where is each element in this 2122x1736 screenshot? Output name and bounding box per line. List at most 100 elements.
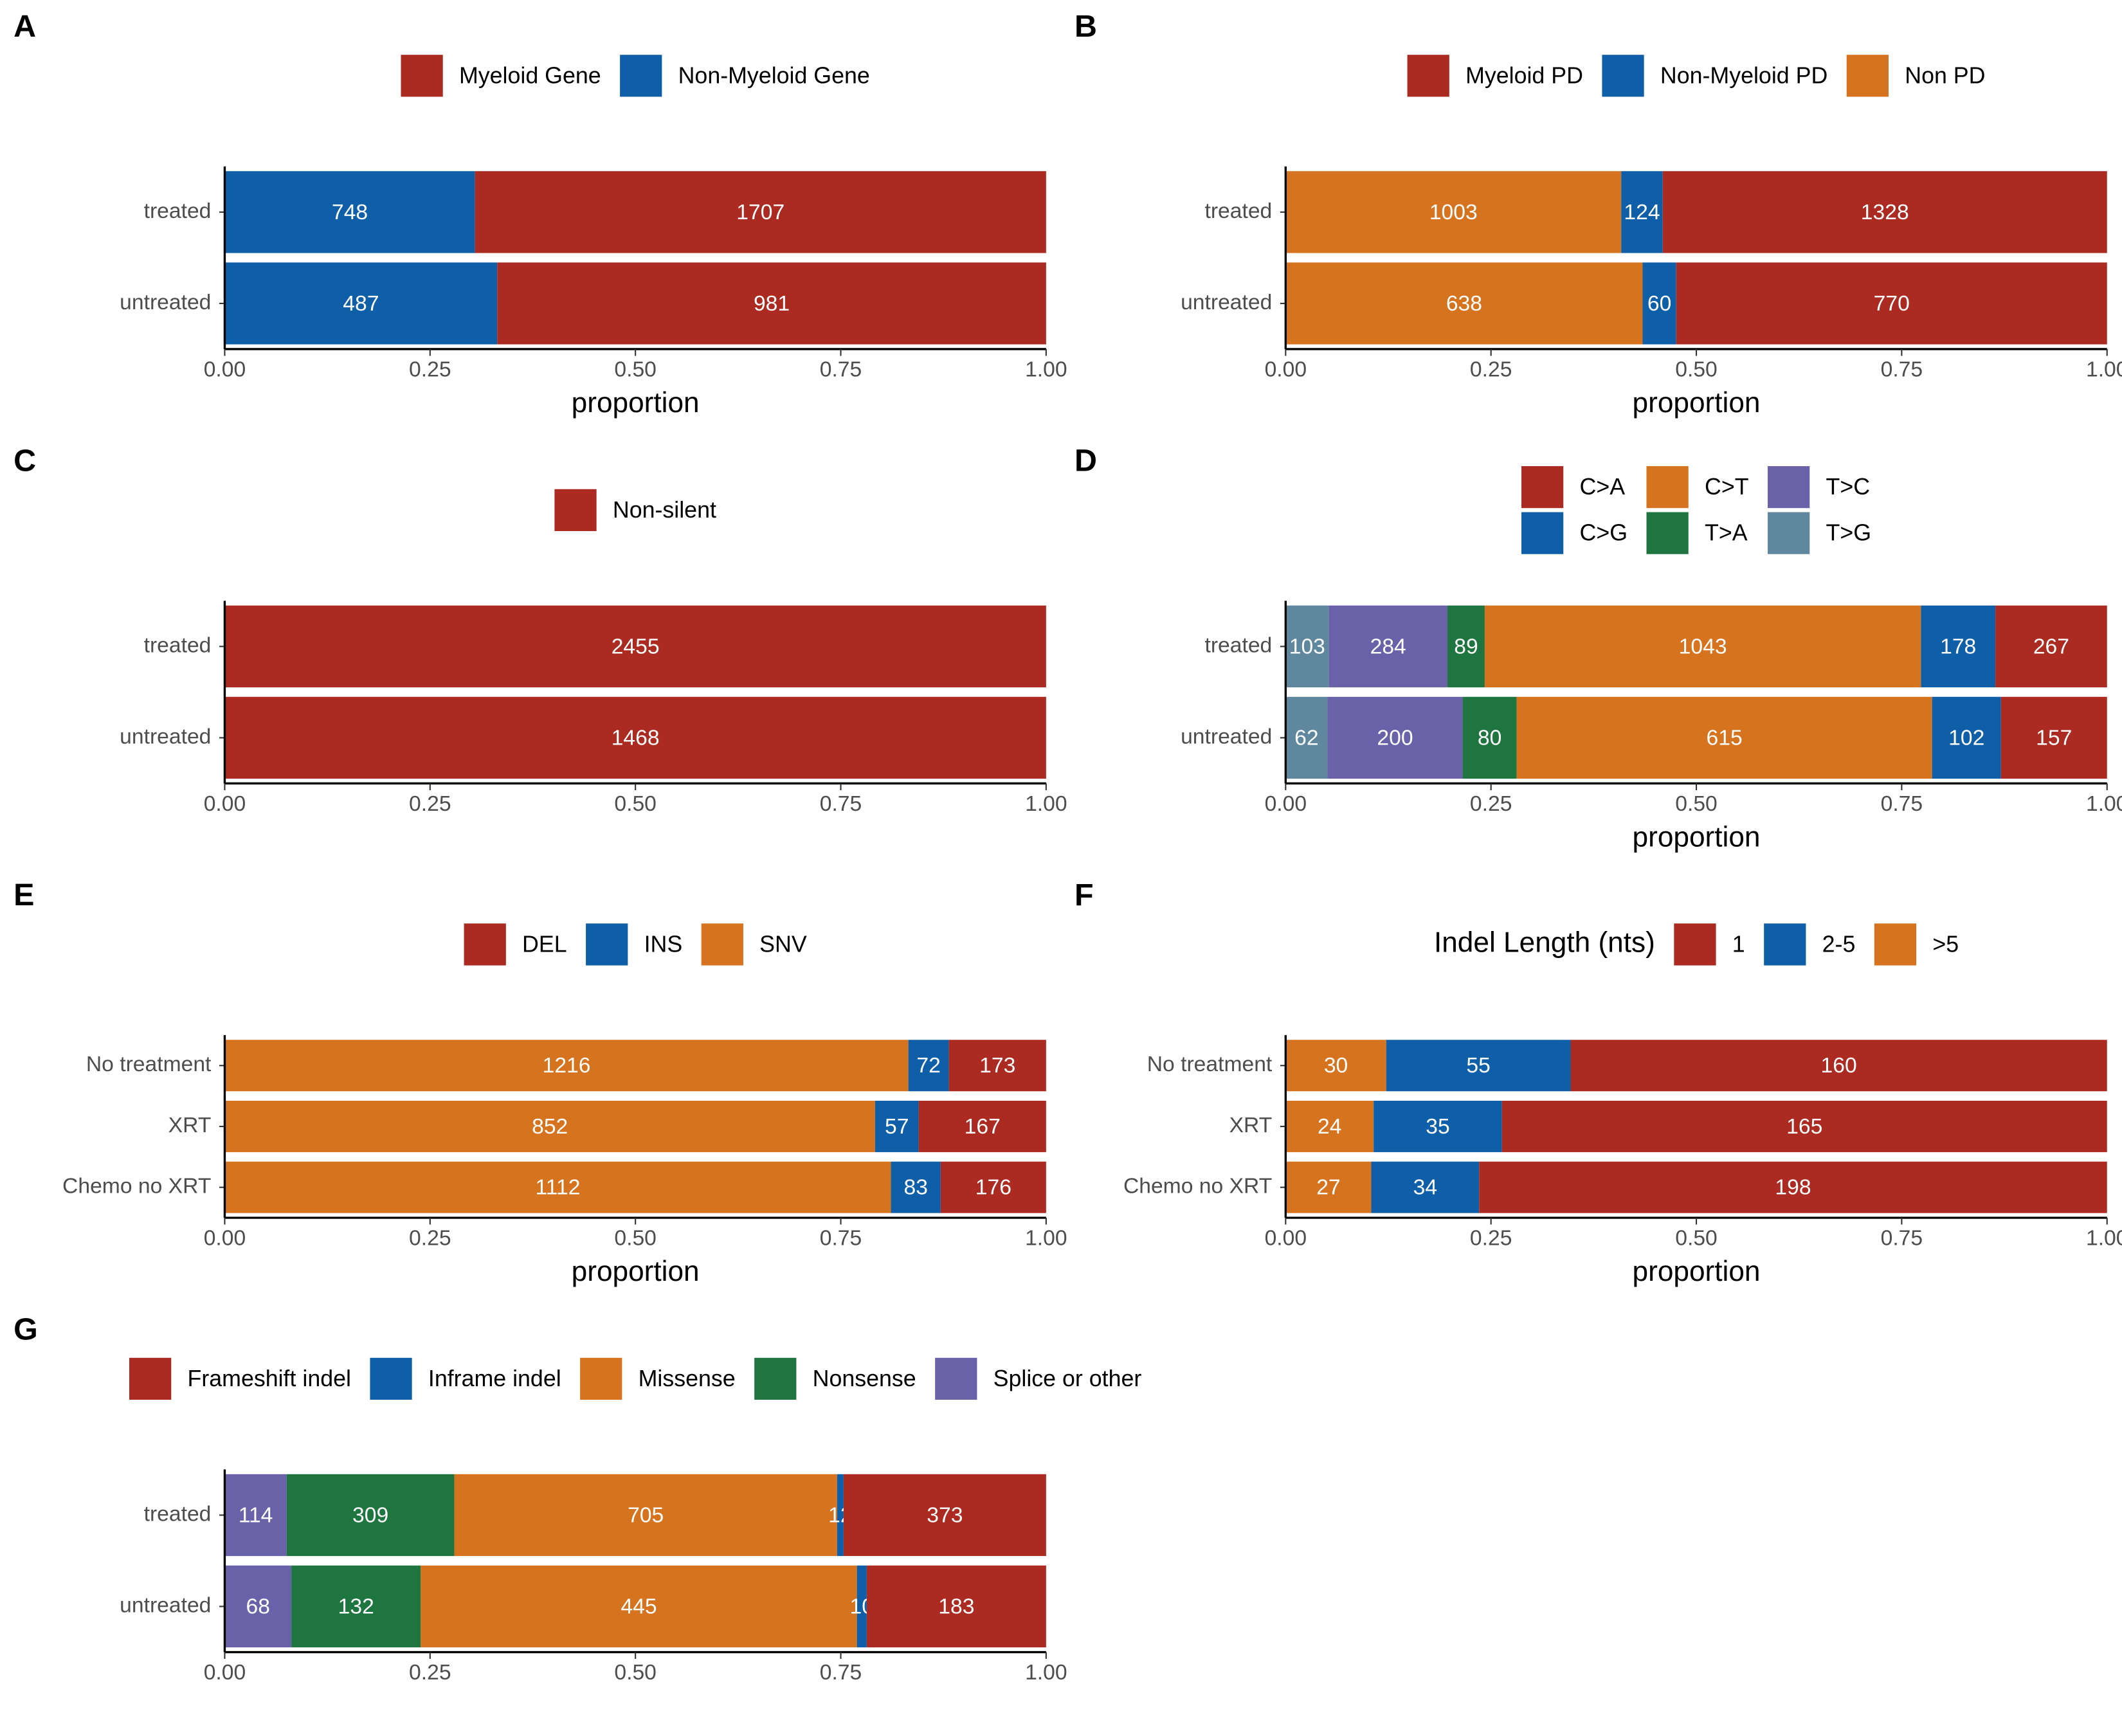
data-label: 160 <box>1821 1054 1857 1078</box>
x-axis-title: proportion <box>572 1256 700 1287</box>
legend-key <box>1646 512 1689 554</box>
bar-segment <box>1921 605 1996 688</box>
y-tick-label: untreated <box>1181 291 1272 314</box>
legend-label: T>G <box>1826 520 1872 546</box>
data-label: 615 <box>1707 726 1743 750</box>
legend-key <box>464 923 506 966</box>
legend-label: Non-silent <box>613 497 716 523</box>
data-label: 114 <box>239 1503 273 1527</box>
x-tick-label: 0.75 <box>1881 358 1923 382</box>
bar-segment <box>1570 1040 2107 1092</box>
data-label: 487 <box>343 292 379 316</box>
bar-segment <box>224 1474 287 1557</box>
legend-label: Frameshift indel <box>188 1366 351 1391</box>
data-label: 1112 <box>536 1176 581 1200</box>
x-tick-label: 1.00 <box>2086 358 2122 382</box>
x-tick-label: 0.75 <box>820 1227 862 1251</box>
x-tick-label: 1.00 <box>2086 792 2122 816</box>
legend-key <box>1521 512 1564 554</box>
bar-segment <box>291 1565 421 1648</box>
legend-key <box>554 489 597 531</box>
data-label: 1707 <box>736 201 784 224</box>
x-tick-label: 1.00 <box>1025 1661 1067 1685</box>
y-tick-label: treated <box>144 633 212 657</box>
panel-label: F <box>1075 878 1094 912</box>
bar-segment <box>224 696 1046 779</box>
bar-segment <box>1285 171 1622 253</box>
bar-segment <box>1462 696 1517 779</box>
x-tick-label: 0.00 <box>204 1661 246 1685</box>
data-label: 445 <box>621 1595 657 1618</box>
bar-segment <box>948 1040 1046 1092</box>
x-axis-title: proportion <box>1633 387 1761 419</box>
legend-label: C>T <box>1705 474 1749 500</box>
y-tick-label: untreated <box>120 1593 211 1617</box>
legend-label: Nonsense <box>813 1366 916 1391</box>
bar-segment <box>940 1161 1046 1213</box>
legend-label: 2-5 <box>1822 931 1856 957</box>
bar-segment <box>1621 171 1663 253</box>
y-tick-label: No treatment <box>86 1053 212 1076</box>
y-tick-label: untreated <box>120 725 211 748</box>
data-label: 267 <box>2033 635 2069 658</box>
y-tick-label: Chemo no XRT <box>62 1175 211 1198</box>
x-tick-label: 1.00 <box>1025 792 1067 816</box>
x-tick-label: 0.00 <box>204 792 246 816</box>
x-tick-label: 0.50 <box>614 1227 657 1251</box>
y-tick-label: No treatment <box>1147 1053 1273 1076</box>
legend-title: Indel Length (nts) <box>1434 927 1655 959</box>
bar-segment <box>224 171 475 253</box>
data-label: 309 <box>352 1503 388 1527</box>
y-tick-label: XRT <box>1229 1114 1273 1137</box>
x-tick-label: 0.00 <box>204 358 246 382</box>
x-tick-label: 0.50 <box>614 1661 657 1685</box>
legend-label: C>A <box>1579 474 1625 500</box>
bar-segment <box>1501 1100 2107 1152</box>
legend-key <box>754 1357 797 1400</box>
bar-segment <box>1329 605 1448 688</box>
data-label: 705 <box>628 1503 664 1527</box>
data-label: 30 <box>1324 1054 1348 1078</box>
legend-label: >5 <box>1932 931 1959 957</box>
legend-key <box>1674 923 1716 966</box>
panel-label: G <box>14 1312 38 1347</box>
x-tick-label: 0.75 <box>820 792 862 816</box>
y-tick-label: treated <box>144 199 212 223</box>
data-label: 35 <box>1426 1115 1449 1139</box>
legend-key <box>370 1357 412 1400</box>
data-label: 72 <box>916 1054 940 1078</box>
data-label: 83 <box>903 1176 927 1200</box>
legend-label: Myeloid PD <box>1465 62 1583 88</box>
data-label: 770 <box>1874 292 1910 316</box>
data-label: 157 <box>2036 726 2072 750</box>
bar-segment <box>1484 605 1921 688</box>
legend-key <box>1521 466 1564 509</box>
x-tick-label: 0.50 <box>1675 1227 1718 1251</box>
legend-key <box>620 55 662 97</box>
x-tick-label: 0.25 <box>1470 358 1512 382</box>
bar-segment <box>1386 1040 1571 1092</box>
data-label: 89 <box>1454 635 1478 658</box>
bar-segment <box>866 1565 1046 1648</box>
legend-label: Myeloid Gene <box>459 62 601 88</box>
legend-label: Non-Myeloid Gene <box>678 62 870 88</box>
x-tick-label: 0.00 <box>1265 358 1307 382</box>
x-axis-title: proportion <box>1633 1256 1761 1287</box>
panel-label: A <box>14 9 36 44</box>
legend-label: INS <box>644 931 683 957</box>
x-tick-label: 1.00 <box>1025 1227 1067 1251</box>
legend-key <box>1602 55 1644 97</box>
x-tick-label: 0.25 <box>1470 792 1512 816</box>
legend-label: C>G <box>1579 520 1628 546</box>
bar-segment <box>918 1100 1046 1152</box>
bar-segment <box>475 171 1046 253</box>
legend-key <box>701 923 743 966</box>
y-tick-label: treated <box>144 1502 212 1526</box>
bar-segment <box>224 1161 891 1213</box>
x-tick-label: 0.50 <box>1675 358 1718 382</box>
legend-label: T>A <box>1705 520 1748 546</box>
data-label: 102 <box>1948 726 1984 750</box>
bar-segment <box>224 1100 875 1152</box>
